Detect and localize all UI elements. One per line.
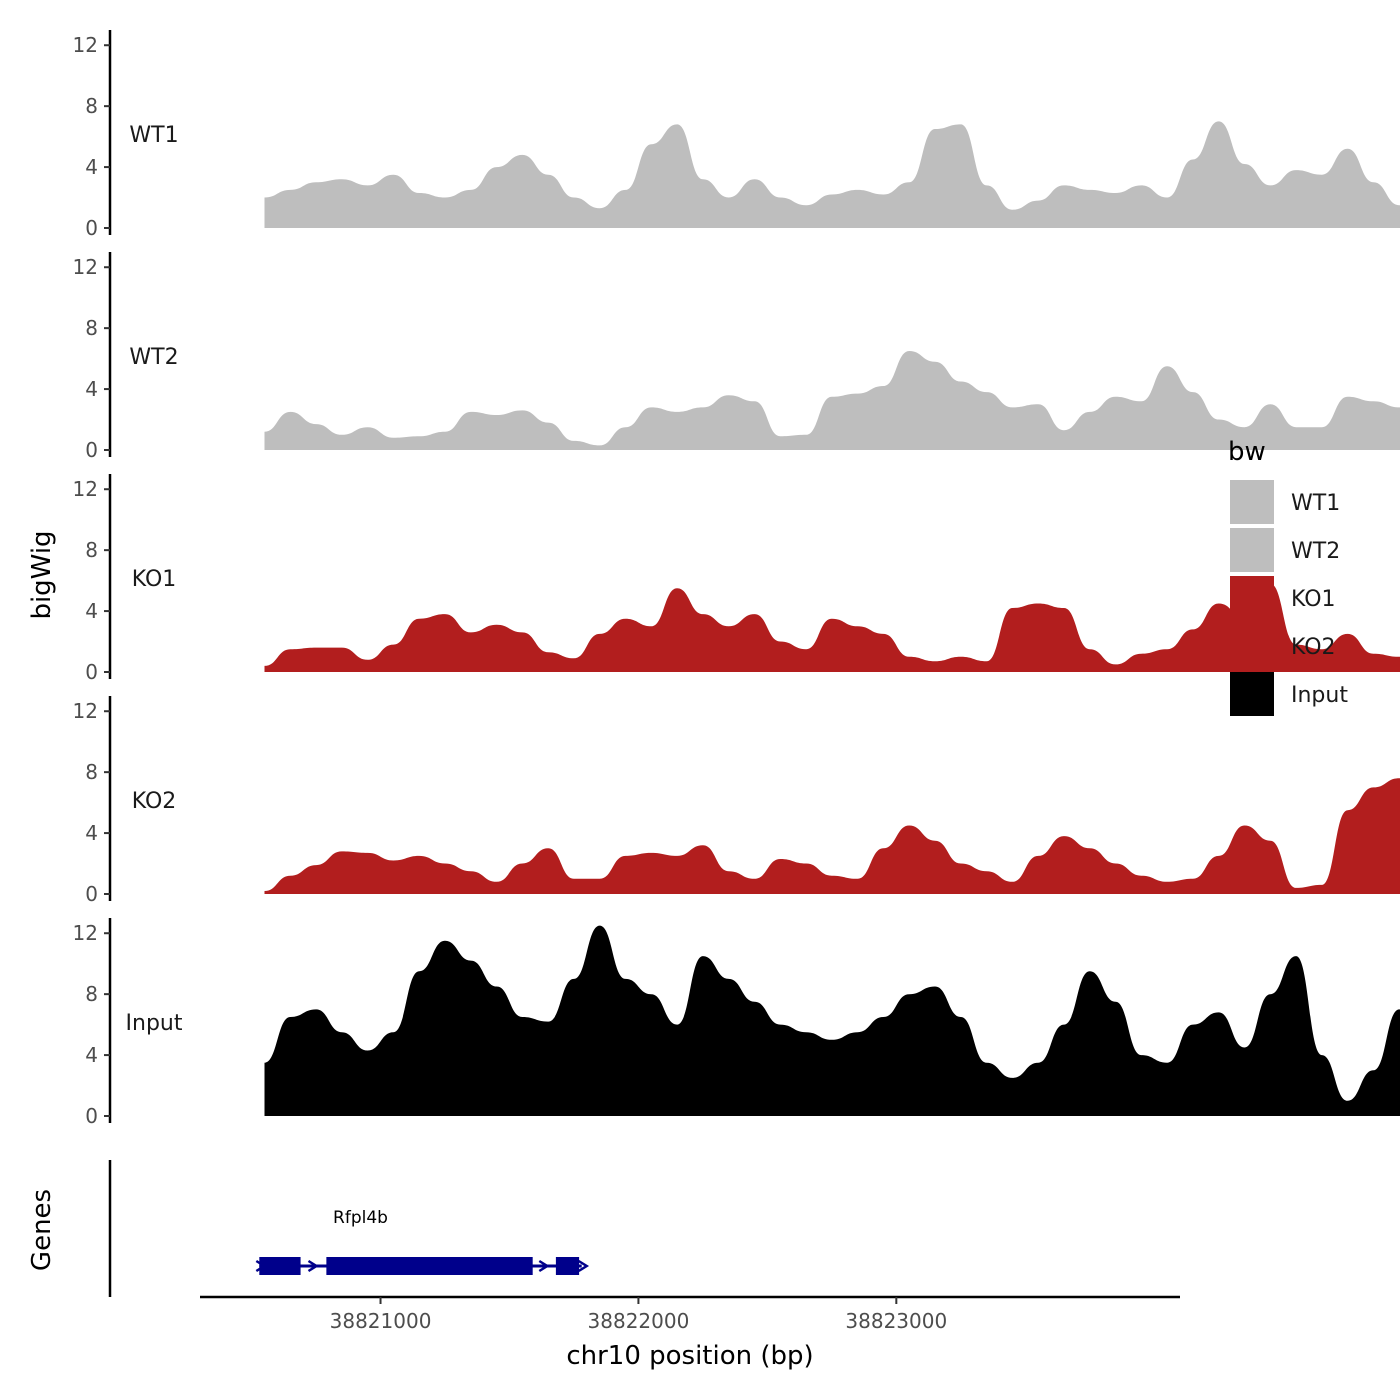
track-label: WT2 [129,345,178,370]
x-tick-label: 38821000 [330,1309,432,1333]
y-tick-label: 12 [73,33,98,57]
y-tick-label: 0 [85,216,98,240]
legend-label-input: Input [1291,683,1348,708]
x-tick-label: 38823000 [845,1309,947,1333]
y-tick-label: 8 [85,538,98,562]
track-input: 0 4 8 12 Input [73,918,1400,1128]
y-axis-title: bigWig [27,530,57,619]
y-tick-label: 0 [85,882,98,906]
y-tick-label: 4 [85,155,98,179]
legend-swatch-ko1 [1230,576,1274,620]
signal-area [264,583,1400,672]
y-tick-label: 12 [73,255,98,279]
y-tick-label: 0 [85,438,98,462]
strand-arrow [255,1259,267,1273]
signal-area [264,778,1400,894]
signal-area [264,121,1400,228]
y-tick-label: 12 [73,921,98,945]
y-tick-label: 8 [85,982,98,1006]
track-label: KO2 [132,789,177,814]
y-tick-label: 0 [85,1104,98,1128]
gene-exon [259,1257,301,1275]
legend-label-wt2: WT2 [1291,539,1340,564]
y-tick-label: 0 [85,660,98,684]
x-tick-label: 38822000 [588,1309,690,1333]
genes-axis-title: Genes [27,1189,57,1271]
track-ko1: 0 4 8 12 KO1 [73,474,1400,684]
gene-label: Rfpl4b [333,1208,388,1228]
legend-label-ko2: KO2 [1291,635,1336,660]
track-ko2: 0 4 8 12 KO2 [73,696,1400,906]
track-label: Input [126,1011,183,1036]
legend-label-ko1: KO1 [1291,587,1336,612]
gene-rfpl4b: Rfpl4b [255,1208,590,1275]
legend-swatch-wt1 [1230,480,1274,524]
y-tick-label: 4 [85,821,98,845]
gene-exon [326,1257,533,1275]
y-tick-label: 4 [85,1043,98,1067]
y-tick-label: 12 [73,477,98,501]
y-tick-label: 4 [85,377,98,401]
strand-arrow [307,1259,319,1273]
y-tick-label: 8 [85,760,98,784]
track-label: WT1 [129,123,178,148]
y-tick-label: 8 [85,94,98,118]
strand-arrow [578,1259,590,1273]
signal-area [264,351,1400,450]
strand-arrow [538,1259,550,1273]
signal-tracks: 0 4 8 12 WT1 0 4 8 12 WT2 0 4 8 12 KO1 0 4 8 12 KO2 0 4 8 12 Inp… [73,30,1400,1128]
legend-swatch-wt2 [1230,528,1274,572]
x-axis-title: chr10 position (bp) [566,1341,813,1371]
legend-swatch-ko2 [1230,624,1274,668]
x-axis: 38821000 38822000 38823000 [200,1295,1180,1333]
y-tick-label: 4 [85,599,98,623]
legend: bw WT1 WT2 KO1 KO2 Input [1228,437,1348,716]
y-tick-label: 8 [85,316,98,340]
signal-area [264,925,1400,1116]
track-label: KO1 [132,567,177,592]
y-tick-label: 12 [73,699,98,723]
track-wt1: 0 4 8 12 WT1 [73,30,1400,240]
track-wt2: 0 4 8 12 WT2 [73,252,1400,462]
genes-panel: Rfpl4b [108,1160,590,1297]
legend-swatch-input [1230,672,1274,716]
legend-title: bw [1228,437,1266,467]
gene-exon [555,1257,580,1275]
legend-label-wt1: WT1 [1291,491,1340,516]
